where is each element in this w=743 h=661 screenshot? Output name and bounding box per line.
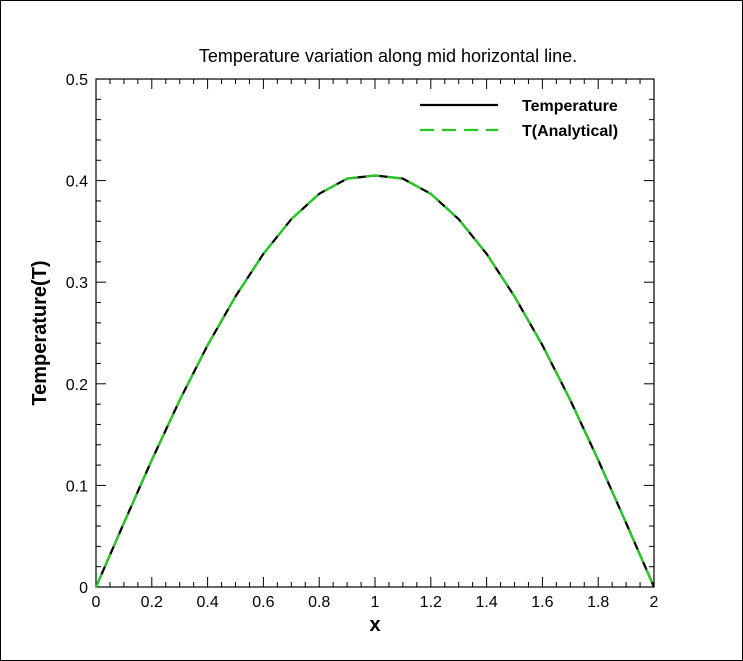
x-tick-label: 1.8	[587, 594, 609, 611]
x-tick-label: 0.6	[252, 594, 274, 611]
x-tick-label: 0	[92, 594, 101, 611]
y-tick-label: 0.5	[66, 72, 88, 89]
legend-label: T(Analytical)	[522, 123, 618, 140]
plot-area	[95, 78, 655, 588]
x-axis-label: x	[369, 614, 380, 636]
legend-label: Temperature	[522, 98, 618, 115]
y-axis-label: Temperature(T)	[29, 260, 51, 405]
x-tick-label: 0.4	[196, 594, 218, 611]
x-tick-label: 0.2	[141, 594, 163, 611]
x-tick-label: 1.6	[531, 594, 553, 611]
x-tick-label: 1	[371, 594, 380, 611]
x-tick-label: 0.8	[308, 594, 330, 611]
x-tick-label: 2	[650, 594, 659, 611]
y-tick-label: 0.4	[66, 174, 88, 191]
y-tick-label: 0	[79, 580, 88, 597]
x-tick-label: 1.2	[420, 594, 442, 611]
x-tick-label: 1.4	[475, 594, 497, 611]
series-line-temperature	[94, 174, 656, 588]
series-line-t-analytical	[94, 174, 656, 588]
y-tick-label: 0.3	[66, 275, 88, 292]
y-tick-label: 0.2	[66, 377, 88, 394]
y-tick-label: 0.1	[66, 478, 88, 495]
chart-title: Temperature variation along mid horizont…	[199, 46, 577, 66]
legend: Temperature T(Analytical)	[420, 98, 618, 140]
